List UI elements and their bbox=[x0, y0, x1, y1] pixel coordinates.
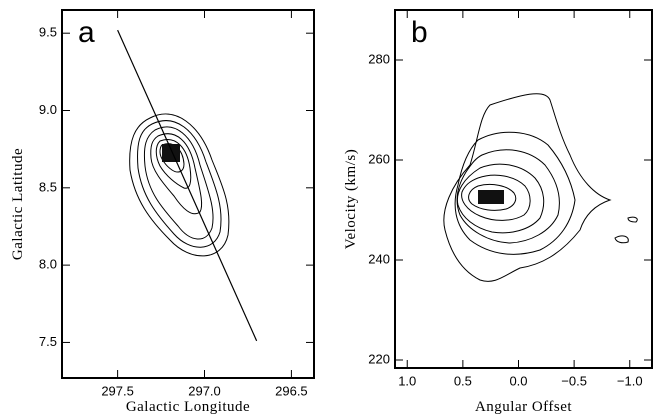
y-tick-label: 8.5 bbox=[39, 179, 57, 194]
x-tick-label: 296.5 bbox=[275, 383, 308, 398]
x-tick-label: 1.0 bbox=[398, 373, 416, 388]
y-tick-label: 9.0 bbox=[39, 102, 57, 117]
plot-frame bbox=[61, 9, 315, 379]
panel-label: a bbox=[78, 16, 95, 49]
contours-a bbox=[129, 113, 230, 257]
y-tick-label: 280 bbox=[368, 51, 390, 66]
y-tick-label: 260 bbox=[368, 151, 390, 166]
plot-frame bbox=[394, 9, 653, 369]
x-tick-label: 0.5 bbox=[454, 373, 472, 388]
y-tick-label: 9.5 bbox=[39, 25, 57, 40]
y-tick-label: 8.0 bbox=[39, 257, 57, 272]
x-tick-label: −0.5 bbox=[561, 373, 587, 388]
panel-label: b bbox=[411, 16, 428, 49]
y-axis-title: Velocity (km/s) bbox=[343, 149, 359, 249]
y-tick-label: 220 bbox=[368, 351, 390, 366]
x-tick-label: 0.0 bbox=[509, 373, 527, 388]
x-tick-label: −1.0 bbox=[617, 373, 643, 388]
y-axis-title: Galactic Latitude bbox=[10, 148, 26, 260]
contours-b bbox=[443, 93, 638, 282]
cut-line bbox=[117, 29, 258, 342]
x-tick-label: 297.5 bbox=[101, 383, 134, 398]
y-tick-label: 240 bbox=[368, 251, 390, 266]
y-tick-label: 7.5 bbox=[39, 334, 57, 349]
x-axis-title: Galactic Longitude bbox=[126, 399, 250, 415]
x-axis-title: Angular Offset bbox=[475, 399, 572, 415]
x-tick-label: 297.0 bbox=[188, 383, 221, 398]
